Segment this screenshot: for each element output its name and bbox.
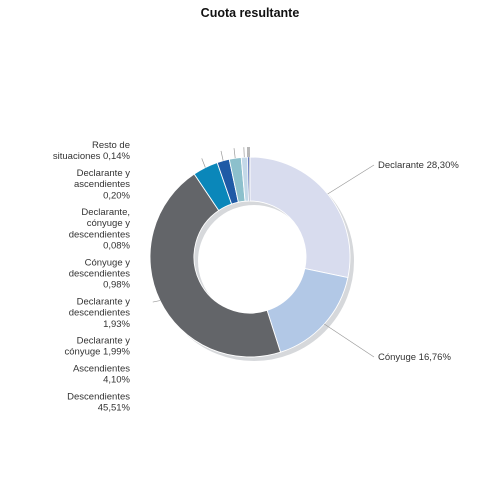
slice-label-ascendientes: Ascendientes 4,10%	[73, 363, 131, 385]
leader-line-ascendientes	[201, 158, 206, 168]
slice-descendientes	[149, 173, 282, 358]
leader-line-descendientes	[152, 300, 161, 303]
label-group: Declarante 28,30% Cónyuge 16,76% Resto de s…	[53, 140, 459, 414]
slice-resto-de-situaciones	[248, 156, 251, 202]
slice-group	[149, 156, 351, 358]
slice-label-conyuge: Cónyuge 16,76%	[378, 352, 451, 363]
slice-label-declarante-conyuge-y-descendientes: Declarante, cónyuge y descendientes 0,08%	[69, 207, 131, 252]
slice-label-descendientes: Descendientes 45,51%	[67, 391, 130, 413]
slice-label-declarante-y-conyuge: Declarante y cónyuge 1,99%	[65, 336, 131, 358]
chart-title: Cuota resultante	[200, 6, 300, 20]
leader-line-declarante	[327, 164, 375, 195]
leader-line-group	[152, 146, 375, 358]
slice-label-conyuge-y-descendientes: Cónyuge y descendientes 0,98%	[69, 257, 131, 290]
leader-line-declarante-y-descendientes	[233, 148, 236, 159]
leader-line-conyuge	[324, 323, 375, 358]
slice-label-declarante-y-descendientes: Declarante y descendientes 1,93%	[69, 296, 131, 329]
leader-line-declarante-y-conyuge	[220, 150, 224, 161]
slice-label-resto-de-situaciones: Resto de situaciones 0,14%	[53, 140, 131, 162]
slice-declarante	[249, 156, 351, 279]
slice-label-declarante-y-ascendientes: Declarante y ascendientes 0,20%	[74, 168, 131, 201]
slice-label-declarante: Declarante 28,30%	[378, 160, 459, 171]
